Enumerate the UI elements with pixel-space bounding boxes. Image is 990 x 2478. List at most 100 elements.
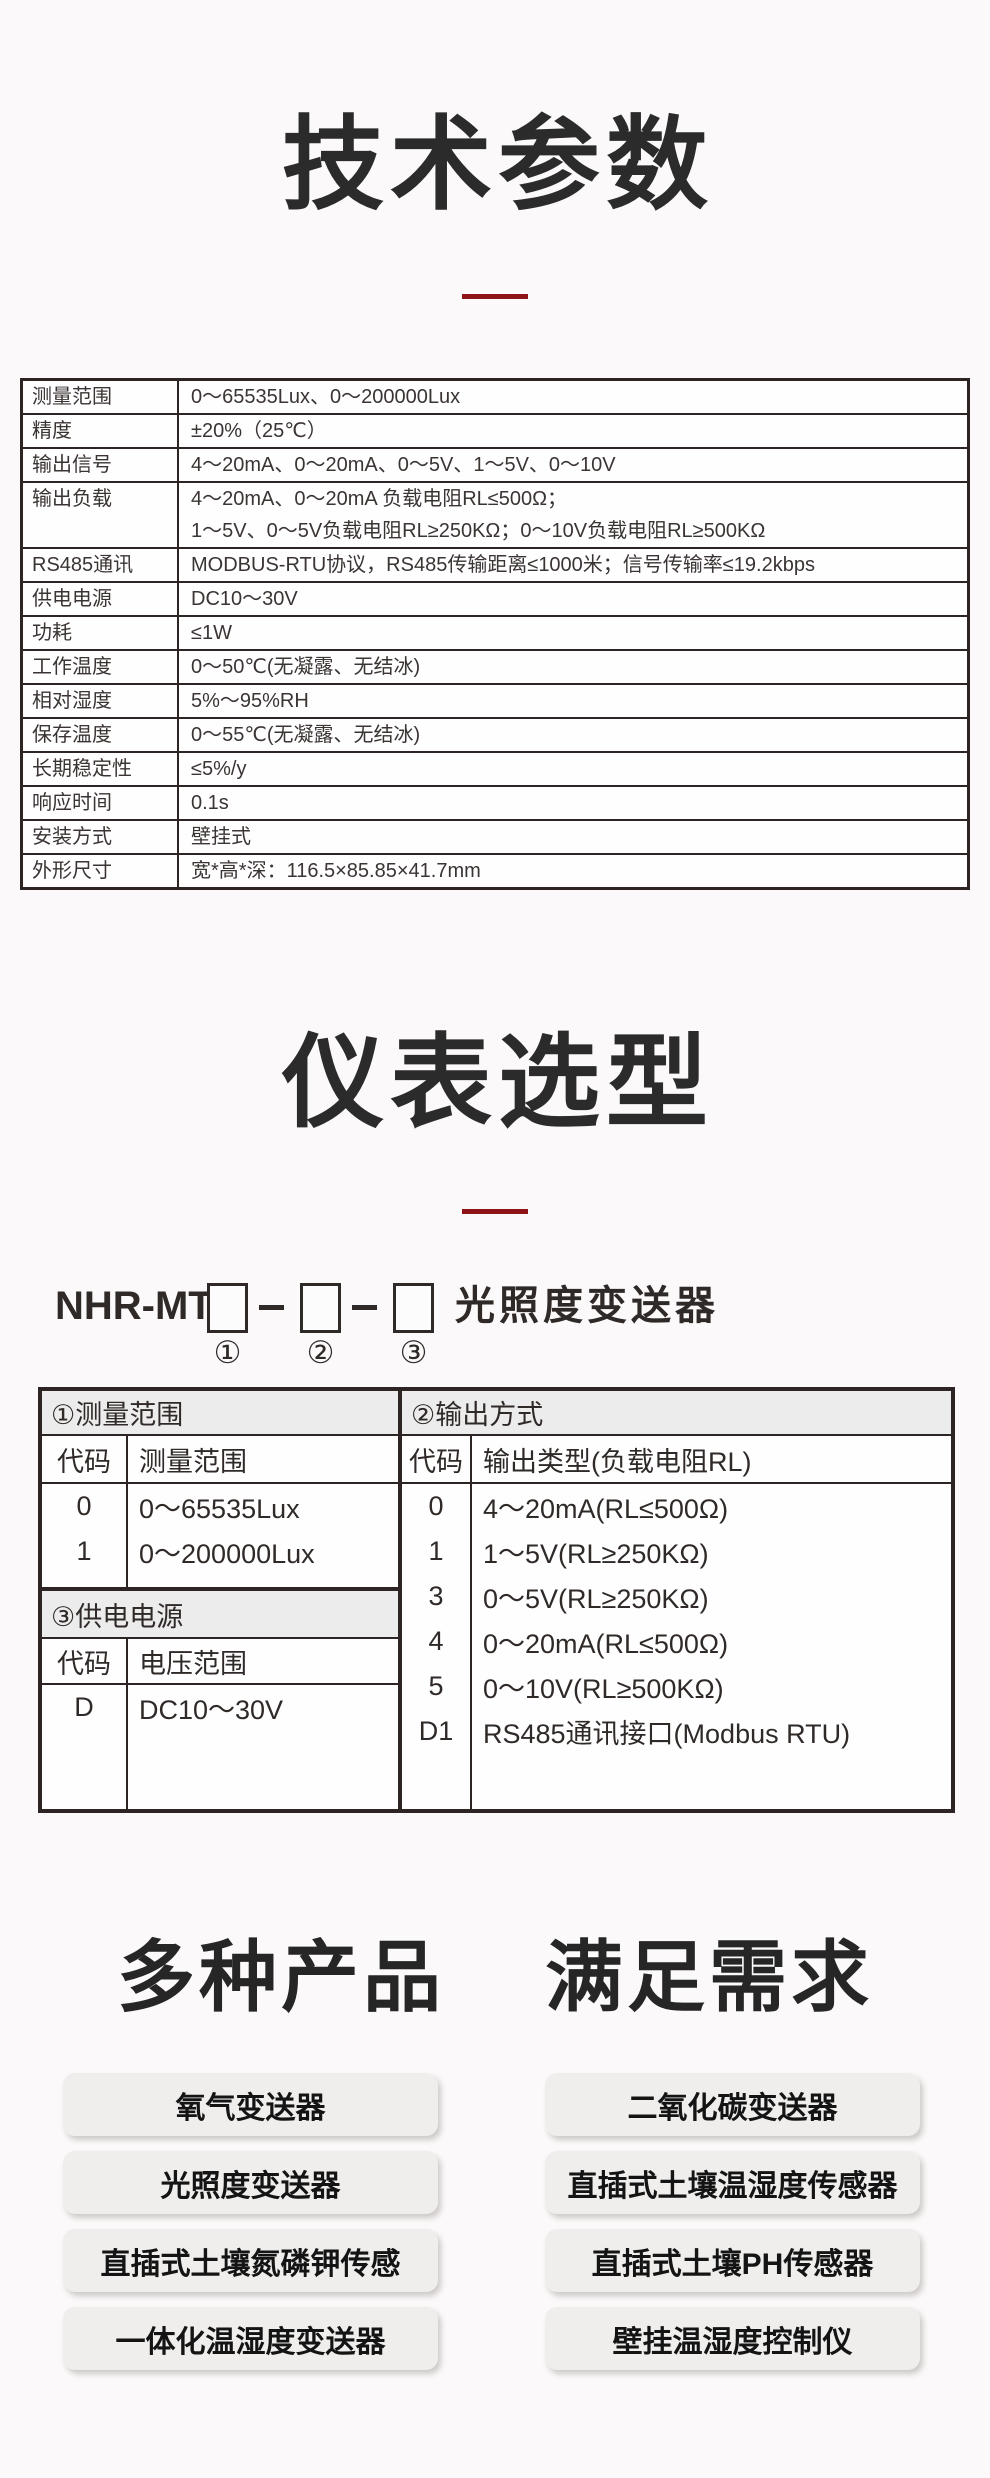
spec-label: 保存温度 [23, 719, 179, 751]
empty-cell [42, 1730, 128, 1809]
table-row: RS485通讯 MODBUS-RTU协议，RS485传输距离≤1000米；信号传… [23, 549, 967, 583]
column-header-code: 代码 [402, 1436, 472, 1484]
products-grid: 氧气变送器 二氧化碳变送器 光照度变送器 直插式土壤温湿度传感器 直插式土壤氮磷… [63, 2073, 920, 2370]
product-button-soil-ph-sensor[interactable]: 直插式土壤PH传感器 [545, 2229, 920, 2292]
model-code-box-1 [207, 1283, 248, 1333]
product-button-oxygen-transmitter[interactable]: 氧气变送器 [63, 2073, 438, 2136]
code-cell: D1 [402, 1709, 472, 1754]
table-row: 工作温度 0～50℃(无凝露、无结冰) [23, 651, 967, 685]
spec-label: 功耗 [23, 617, 179, 649]
value-cell: 0～5V(RL≥250KΩ) [483, 1584, 709, 1614]
column-header-code: 代码 [42, 1436, 128, 1484]
spec-label: 响应时间 [23, 787, 179, 819]
spec-value: 宽*高*深：116.5×85.85×41.7mm [191, 860, 481, 882]
spec-label: 安装方式 [23, 821, 179, 853]
code-cell: 0 [402, 1484, 472, 1529]
value-cell: DC10～30V [139, 1695, 284, 1725]
table-row: 响应时间 0.1s [23, 787, 967, 821]
product-button-integrated-temp-humidity-transmitter[interactable]: 一体化温湿度变送器 [63, 2307, 438, 2370]
spec-value: 0.1s [191, 792, 229, 814]
table-row: 精度 ±20%（25℃） [23, 415, 967, 449]
circled-number-3: ③ [399, 1335, 428, 1370]
circled-number-2: ② [306, 1335, 335, 1370]
table-row: 功耗 ≤1W [23, 617, 967, 651]
table-row: 相对湿度 5%～95%RH [23, 685, 967, 719]
spec-value: MODBUS-RTU协议，RS485传输距离≤1000米；信号传输率≤19.2k… [191, 554, 815, 576]
section-title-tech-params: 技术参数 [282, 108, 714, 222]
code-cell: 3 [402, 1574, 472, 1619]
column-header-voltage: 电压范围 [128, 1639, 398, 1685]
empty-cell [402, 1754, 472, 1809]
value-cell: RS485通讯接口(Modbus RTU) [483, 1719, 851, 1749]
range-table-header: ①测量范围 [42, 1391, 398, 1436]
spec-label: 相对湿度 [23, 685, 179, 717]
product-button-illuminance-transmitter[interactable]: 光照度变送器 [63, 2151, 438, 2214]
table-row: 测量范围 0～65535Lux、0～200000Lux [23, 381, 967, 415]
spec-label: 工作温度 [23, 651, 179, 683]
spec-value: 0～65535Lux、0～200000Lux [191, 386, 461, 408]
spec-label: 精度 [23, 415, 179, 447]
code-cell: 1 [402, 1529, 472, 1574]
table-row: 输出负载 4～20mA、0～20mA 负载电阻RL≤500Ω； 1～5V、0～5… [23, 483, 967, 549]
table-row: 输出信号 4～20mA、0～20mA、0～5V、1～5V、0～10V [23, 449, 967, 483]
empty-cell [472, 1754, 951, 1809]
model-code-box-2 [300, 1283, 341, 1333]
section-title-products: 多种产品 满足需求 [0, 1938, 990, 2016]
spec-value: 4～20mA、0～20mA、0～5V、1～5V、0～10V [191, 454, 616, 476]
code-cell: 4 [402, 1619, 472, 1664]
spec-value: 0～50℃(无凝露、无结冰) [191, 656, 421, 678]
selection-table: ①测量范围 代码 测量范围 0 0～65535Lux 1 0～200000Lux… [38, 1387, 955, 1813]
product-button-soil-temp-humidity-sensor[interactable]: 直插式土壤温湿度传感器 [545, 2151, 920, 2214]
spec-table: 测量范围 0～65535Lux、0～200000Lux 精度 ±20%（25℃）… [20, 378, 970, 890]
spec-value: 5%～95%RH [191, 690, 309, 712]
selection-table-right-pane: ②输出方式 代码 输出类型(负载电阻RL) 0 4～20mA(RL≤500Ω) … [402, 1391, 951, 1809]
spec-value: ≤5%/y [191, 758, 247, 780]
spec-label: 长期稳定性 [23, 753, 179, 785]
column-header-code: 代码 [42, 1639, 128, 1685]
code-cell: 5 [402, 1664, 472, 1709]
value-cell: 0～65535Lux [139, 1494, 300, 1524]
model-dash [259, 1305, 284, 1310]
section-title-model-selection: 仪表选型 [282, 1026, 714, 1140]
spec-label: 输出信号 [23, 449, 179, 481]
power-table-header: ③供电电源 [42, 1587, 398, 1639]
spec-value: ≤1W [191, 622, 232, 644]
column-header-output-type: 输出类型(负载电阻RL) [472, 1436, 951, 1484]
selection-table-left-pane: ①测量范围 代码 测量范围 0 0～65535Lux 1 0～200000Lux… [42, 1391, 402, 1809]
red-divider [462, 1209, 528, 1214]
value-cell: 4～20mA(RL≤500Ω) [483, 1494, 729, 1524]
code-cell: D [42, 1685, 128, 1730]
value-cell: 1～5V(RL≥250KΩ) [483, 1539, 709, 1569]
table-row: 保存温度 0～55℃(无凝露、无结冰) [23, 719, 967, 753]
value-cell: 0～20mA(RL≤500Ω) [483, 1629, 729, 1659]
code-cell: 1 [42, 1529, 128, 1587]
circled-number-1: ① [213, 1335, 242, 1370]
spec-label: 供电电源 [23, 583, 179, 615]
product-button-wall-mount-temp-humidity-controller[interactable]: 壁挂温湿度控制仪 [545, 2307, 920, 2370]
spec-value: DC10～30V [191, 588, 298, 610]
value-cell: 0～200000Lux [139, 1539, 315, 1569]
table-row: 安装方式 壁挂式 [23, 821, 967, 855]
spec-label: RS485通讯 [23, 549, 179, 581]
spec-label: 外形尺寸 [23, 855, 179, 887]
table-row: 长期稳定性 ≤5%/y [23, 753, 967, 787]
product-button-soil-npk-sensor[interactable]: 直插式土壤氮磷钾传感 [63, 2229, 438, 2292]
column-header-range: 测量范围 [128, 1436, 398, 1484]
spec-value: ±20%（25℃） [191, 420, 327, 442]
products-title-left: 多种产品 [116, 1933, 445, 2021]
empty-cell [128, 1730, 398, 1809]
spec-value-line1: 4～20mA、0～20mA 负载电阻RL≤500Ω； [191, 488, 568, 510]
spec-value: 4～20mA、0～20mA 负载电阻RL≤500Ω； 1～5V、0～5V负载电阻… [179, 483, 967, 547]
table-row: 供电电源 DC10～30V [23, 583, 967, 617]
spec-value-line2: 1～5V、0～5V负载电阻RL≥250KΩ；0～10V负载电阻RL≥500KΩ [191, 520, 766, 542]
red-divider [462, 294, 528, 299]
value-cell: 0～10V(RL≥500KΩ) [483, 1674, 724, 1704]
output-table-header: ②输出方式 [402, 1391, 951, 1436]
spec-value: 壁挂式 [191, 826, 251, 848]
table-row: 外形尺寸 宽*高*深：116.5×85.85×41.7mm [23, 855, 967, 887]
model-code-box-3 [393, 1283, 434, 1333]
model-prefix: NHR-MT3 [55, 1284, 235, 1328]
product-button-co2-transmitter[interactable]: 二氧化碳变送器 [545, 2073, 920, 2136]
spec-value: 0～55℃(无凝露、无结冰) [191, 724, 421, 746]
